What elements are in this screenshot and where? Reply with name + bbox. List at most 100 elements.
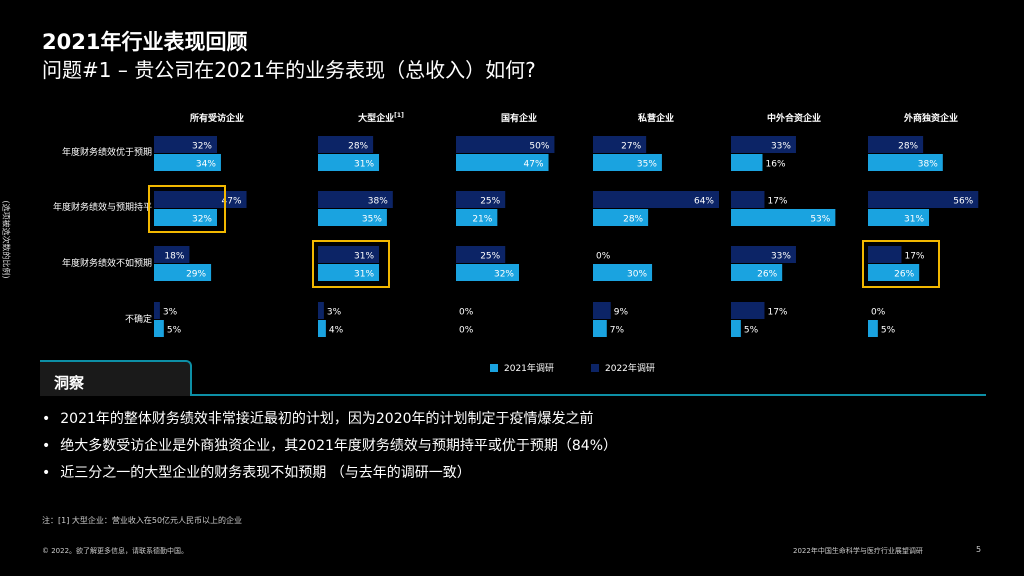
bar-2021: [731, 209, 836, 226]
data-label: 31%: [354, 270, 374, 280]
bar-2021: [593, 154, 662, 171]
bar-2021: [456, 209, 498, 226]
bar-2021: [868, 209, 930, 226]
legend-swatch-2022: [591, 363, 599, 372]
copyright: © 2022。欲了解更多信息，请联系德勤中国。: [42, 547, 189, 555]
bar-2021: [318, 209, 387, 226]
category-label: 不确定: [125, 313, 152, 325]
bar-2021: [593, 209, 649, 226]
legend-label-2021: 2021年调研: [504, 364, 554, 374]
data-label: 29%: [186, 270, 206, 280]
data-label: 17%: [767, 308, 787, 318]
data-label: 7%: [610, 326, 625, 336]
highlight-box: [312, 240, 390, 288]
data-label: 25%: [480, 252, 500, 262]
highlight-box: [148, 185, 226, 233]
bar-2022: [154, 246, 190, 263]
data-label: 4%: [329, 326, 344, 336]
insight-bullets: 2021年的整体财务绩效非常接近最初的计划，因为2020年的计划制定于疫情爆发之…: [42, 406, 617, 487]
data-label: 0%: [459, 308, 474, 318]
bar-2021: [318, 320, 326, 337]
bar-2022: [868, 136, 924, 153]
bar-2021: [154, 209, 217, 226]
bar-2021: [154, 264, 212, 281]
data-label: 31%: [904, 215, 924, 225]
bar-2022: [154, 136, 217, 153]
data-label: 31%: [354, 160, 374, 170]
bar-2021: [154, 320, 164, 337]
data-label: 17%: [767, 197, 787, 207]
page-number: 5: [976, 545, 982, 554]
data-label: 16%: [766, 160, 786, 170]
data-label: 18%: [164, 252, 184, 262]
bar-2021: [868, 154, 943, 171]
bar-2022: [456, 191, 506, 208]
data-label: 47%: [524, 160, 544, 170]
data-label: 35%: [637, 160, 657, 170]
data-label: 17%: [904, 252, 924, 262]
legend-2022: 2022年调研: [591, 361, 655, 374]
data-label: 0%: [596, 252, 611, 262]
bar-2021: [868, 264, 920, 281]
data-label: 0%: [459, 326, 474, 336]
data-label: 32%: [192, 142, 212, 152]
bar-2021: [154, 154, 221, 171]
data-label: 5%: [744, 326, 759, 336]
data-label: 26%: [757, 270, 777, 280]
group-header: 私营企业: [637, 112, 674, 124]
bar-2022: [154, 302, 160, 319]
data-label: 33%: [771, 252, 791, 262]
data-label: 50%: [529, 142, 549, 152]
bar-2021: [456, 264, 519, 281]
data-label: 34%: [196, 160, 216, 170]
page-title: 2021年行业表现回顾: [42, 30, 248, 54]
bar-2021: [318, 154, 380, 171]
bar-2022: [593, 136, 647, 153]
data-label: 25%: [480, 197, 500, 207]
data-label: 26%: [894, 270, 914, 280]
insight-bullet: 绝大多数受访企业是外商独资企业，其2021年度财务绩效与预期持平或优于预期（84…: [42, 433, 617, 460]
bar-2021: [593, 264, 653, 281]
data-label: 5%: [167, 326, 182, 336]
insight-title: 洞察: [54, 374, 85, 392]
report-title: 2022年中国生命科学与医疗行业展望调研: [793, 547, 923, 555]
bar-2022: [318, 246, 380, 263]
data-label: 28%: [623, 215, 643, 225]
bar-2022: [456, 246, 506, 263]
bar-2022: [868, 246, 902, 263]
bar-2022: [731, 136, 796, 153]
bar-2021: [731, 320, 741, 337]
group-header: 大型企业[1]: [358, 112, 404, 124]
bar-2021: [593, 320, 607, 337]
data-label: 33%: [771, 142, 791, 152]
data-label: 21%: [472, 215, 492, 225]
insight-tab: 洞察: [40, 360, 192, 396]
data-label: 53%: [810, 215, 830, 225]
bar-2022: [318, 136, 374, 153]
page-subtitle: 问题#1 – 贵公司在2021年的业务表现（总收入）如何?: [42, 58, 536, 82]
data-label: 0%: [871, 308, 886, 318]
bar-2022: [868, 191, 979, 208]
bar-2022: [731, 246, 796, 263]
data-label: 32%: [192, 215, 212, 225]
bar-2022: [318, 302, 324, 319]
data-label: 28%: [898, 142, 918, 152]
data-label: 47%: [222, 197, 242, 207]
bar-2022: [593, 191, 719, 208]
group-header: 国有企业: [501, 112, 537, 124]
data-label: 64%: [694, 197, 714, 207]
bar-2022: [593, 302, 611, 319]
category-label: 年度财务绩效与预期持平: [53, 201, 152, 213]
group-header: 中外合资企业: [767, 112, 821, 124]
legend-swatch-2021: [490, 363, 498, 372]
data-label: 38%: [368, 197, 388, 207]
data-label: 38%: [918, 160, 938, 170]
data-label: 56%: [953, 197, 973, 207]
bar-2022: [154, 191, 247, 208]
data-label: 27%: [621, 142, 641, 152]
bar-2022: [456, 136, 555, 153]
category-label: 年度财务绩效不如预期: [62, 257, 152, 269]
category-label: 年度财务绩效优于预期: [62, 146, 152, 158]
data-label: 30%: [627, 270, 647, 280]
